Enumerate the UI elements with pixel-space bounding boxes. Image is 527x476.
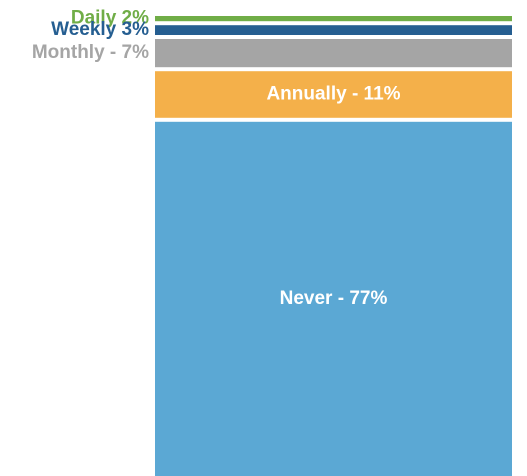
segment bbox=[155, 25, 512, 35]
segment-label: Daily 2% bbox=[71, 8, 149, 29]
segment bbox=[155, 71, 512, 118]
segment bbox=[155, 39, 512, 68]
segment-label: Monthly - 7% bbox=[32, 42, 149, 63]
segment-label: Never - 77% bbox=[280, 288, 388, 309]
segment-label: Weekly 3% bbox=[51, 19, 149, 40]
segment bbox=[155, 121, 512, 476]
segment bbox=[155, 16, 512, 22]
segment-label: Annually - 11% bbox=[266, 84, 400, 105]
